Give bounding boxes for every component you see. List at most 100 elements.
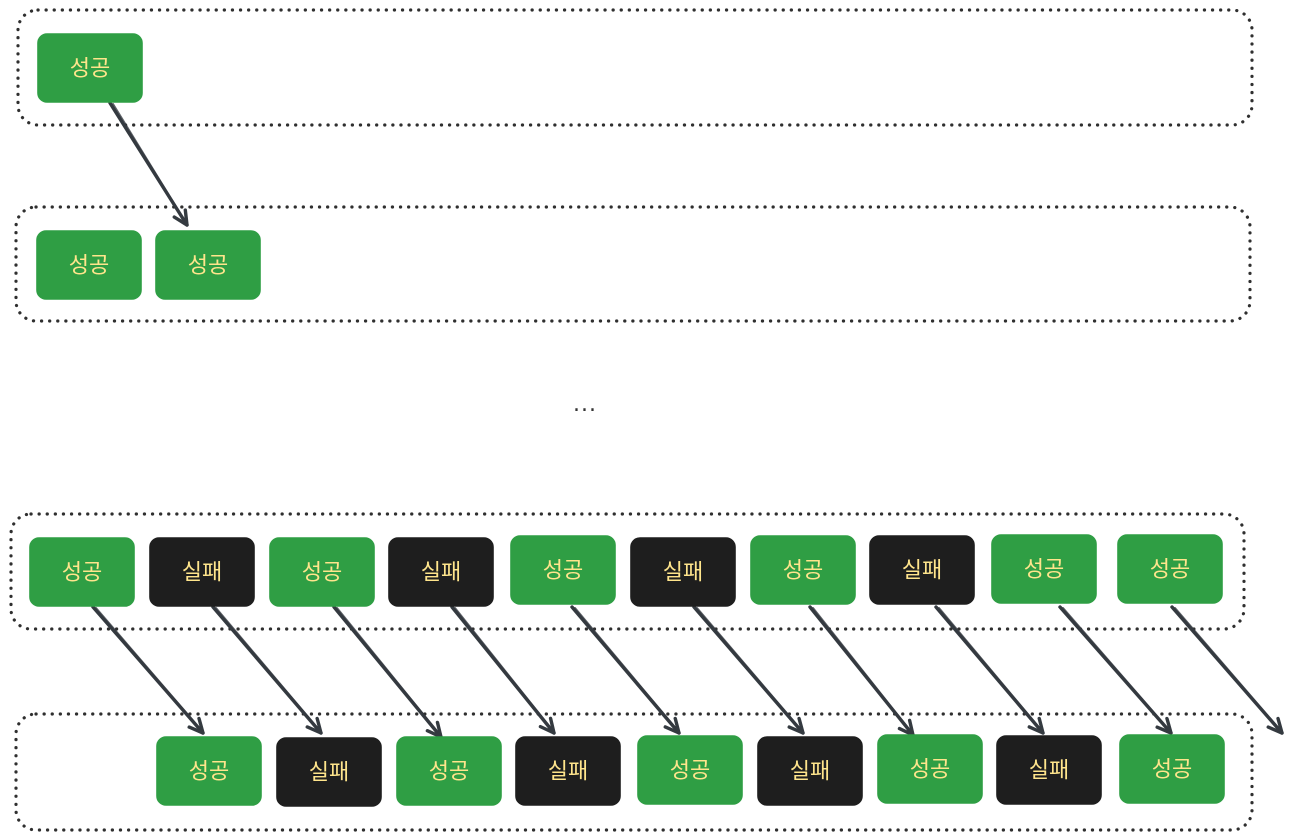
box-label: 성공 xyxy=(70,57,110,82)
box-label: 성공 xyxy=(188,254,228,279)
box-label: 성공 xyxy=(69,254,109,279)
failure-box: 실패 xyxy=(757,736,863,806)
box-shape xyxy=(155,230,261,300)
box-label: 실패 xyxy=(790,760,830,785)
box-label: 성공 xyxy=(1024,558,1064,583)
success-box: 성공 xyxy=(637,735,743,805)
box-shape xyxy=(269,537,375,607)
box-shape xyxy=(149,537,255,607)
failure-box: 실패 xyxy=(388,537,494,607)
box-shape xyxy=(877,734,983,804)
arrow xyxy=(570,605,681,735)
row-frame-4 xyxy=(14,712,1254,832)
success-box: 성공 xyxy=(396,736,502,806)
box-shape xyxy=(36,230,142,300)
arrow xyxy=(332,605,443,739)
success-box: 성공 xyxy=(510,535,616,605)
box-shape xyxy=(29,537,135,607)
arrow-head xyxy=(663,716,681,735)
arrow-head xyxy=(305,716,323,735)
box-shape xyxy=(515,736,621,806)
success-box: 성공 xyxy=(1117,534,1223,604)
success-box: 성공 xyxy=(877,734,983,804)
box-label: 성공 xyxy=(1150,558,1190,583)
arrow xyxy=(934,605,1045,735)
success-box: 성공 xyxy=(1119,734,1225,804)
arrow xyxy=(108,101,189,227)
arrow-head xyxy=(1155,716,1173,735)
arrow-line-sketch xyxy=(95,607,203,732)
box-label: 실패 xyxy=(902,559,942,584)
row-frame-3 xyxy=(9,512,1246,631)
box-shape xyxy=(1119,734,1225,804)
box-shape xyxy=(750,535,856,605)
row-frames xyxy=(9,8,1254,832)
arrow-line-sketch xyxy=(938,607,1043,732)
arrow-line-sketch xyxy=(1174,607,1282,732)
failure-box: 실패 xyxy=(276,737,382,807)
arrow-line-sketch xyxy=(336,607,441,736)
box-shape xyxy=(276,737,382,807)
success-box: 성공 xyxy=(29,537,135,607)
box-label: 성공 xyxy=(302,561,342,586)
box-label: 성공 xyxy=(1152,758,1192,783)
arrow-line-sketch xyxy=(215,607,321,732)
box-shape xyxy=(991,534,1097,604)
box-label: 성공 xyxy=(543,559,583,584)
arrow-line-sketch xyxy=(812,607,913,734)
box-label: 실패 xyxy=(182,561,222,586)
success-box: 성공 xyxy=(991,534,1097,604)
box-shape xyxy=(757,736,863,806)
failure-box: 실패 xyxy=(869,535,975,605)
box-shape xyxy=(37,33,143,103)
success-box: 성공 xyxy=(37,33,143,103)
success-box: 성공 xyxy=(269,537,375,607)
arrow xyxy=(1170,605,1284,735)
arrows xyxy=(91,101,1284,739)
arrow-head xyxy=(787,716,805,735)
arrow-line-sketch xyxy=(1062,607,1171,732)
arrow xyxy=(450,605,556,735)
box-shape xyxy=(156,736,262,806)
box-shape xyxy=(510,535,616,605)
box-label: 성공 xyxy=(783,559,823,584)
failure-box: 실패 xyxy=(996,735,1102,805)
arrow-head xyxy=(172,208,189,227)
ellipsis-text: ... xyxy=(573,392,597,417)
success-box: 성공 xyxy=(156,736,262,806)
arrow xyxy=(808,605,915,737)
arrow-head xyxy=(538,716,556,735)
box-shape xyxy=(1117,534,1223,604)
arrow-line-sketch xyxy=(574,607,679,732)
box-label: 성공 xyxy=(429,760,469,785)
box-label: 성공 xyxy=(670,759,710,784)
failure-box: 실패 xyxy=(149,537,255,607)
arrow xyxy=(692,605,805,735)
failure-box: 실패 xyxy=(515,736,621,806)
arrow-head xyxy=(1266,716,1284,735)
arrow xyxy=(91,605,205,735)
box-label: 성공 xyxy=(189,760,229,785)
box-shape xyxy=(396,736,502,806)
box-label: 실패 xyxy=(309,761,349,786)
arrow-line-sketch xyxy=(696,607,803,732)
box-label: 실패 xyxy=(1029,759,1069,784)
failure-box: 실패 xyxy=(630,537,736,607)
arrow-line-sketch xyxy=(112,103,187,224)
success-box: 성공 xyxy=(155,230,261,300)
arrow-line-sketch xyxy=(454,607,554,732)
box-label: 성공 xyxy=(62,561,102,586)
box-shape xyxy=(637,735,743,805)
success-box: 성공 xyxy=(750,535,856,605)
box-label: 성공 xyxy=(910,758,950,783)
arrow xyxy=(1058,605,1173,735)
box-shape xyxy=(388,537,494,607)
row-frame-1 xyxy=(16,8,1254,127)
box-label: 실패 xyxy=(548,760,588,785)
box-shape xyxy=(996,735,1102,805)
box-shape xyxy=(630,537,736,607)
row-frame-2 xyxy=(14,205,1252,323)
box-label: 실패 xyxy=(421,561,461,586)
